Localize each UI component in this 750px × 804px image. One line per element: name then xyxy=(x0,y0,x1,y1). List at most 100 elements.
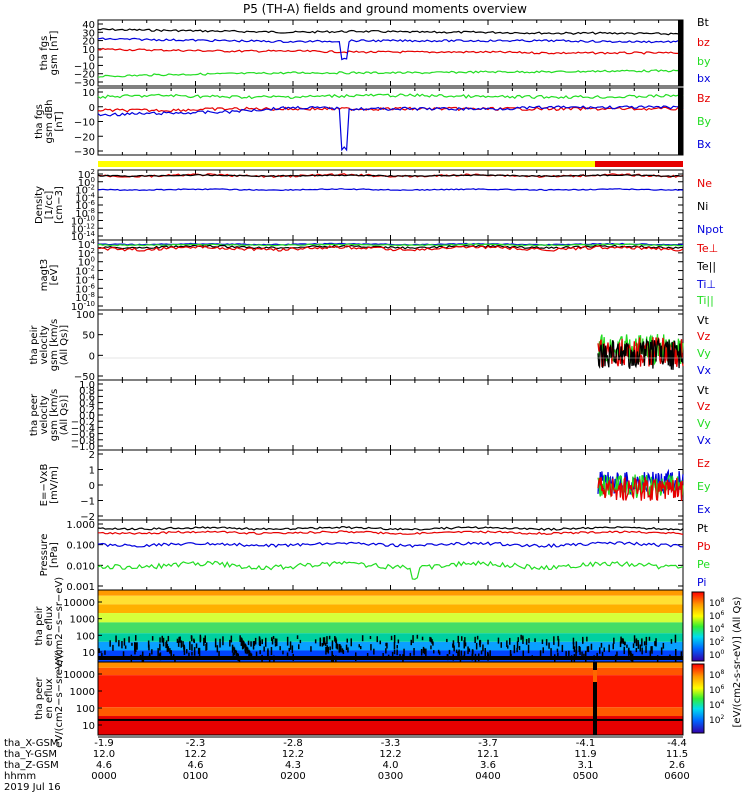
spectro-speckle xyxy=(556,648,559,653)
spectro-speckle xyxy=(452,640,455,648)
spectro-speckle xyxy=(358,644,360,648)
spectro-speckle xyxy=(674,634,677,643)
spectro-speckle xyxy=(390,635,393,641)
y-tick-label-2: 10-2 xyxy=(75,184,95,197)
ephem-value: 0600 xyxy=(664,771,689,782)
spectro-speckle xyxy=(276,638,278,647)
spectro-speckle xyxy=(587,646,590,653)
spectro-speckle xyxy=(286,652,289,658)
y-tick-label-0: 0 xyxy=(89,53,95,64)
colorbar-tick: 104 xyxy=(709,623,724,635)
spectro-speckle xyxy=(271,637,273,641)
spectro-speckle xyxy=(464,642,467,647)
spectro-band xyxy=(98,622,683,634)
spectro-speckle xyxy=(586,646,589,652)
y-axis-label-9: tha peer en eflux eV/(cm2−s−sr−eV) xyxy=(34,649,65,748)
y-axis-label-line: gsm [km/s xyxy=(49,319,60,372)
y-tick-label-1: 10 xyxy=(82,88,95,99)
mode-bar-fast xyxy=(595,161,683,167)
series-Npot xyxy=(97,188,684,192)
spectro-speckle xyxy=(507,645,509,649)
spectro-speckle xyxy=(327,646,329,654)
spectro-speckle xyxy=(431,639,433,644)
spectro-speckle xyxy=(622,638,624,643)
legend-1-0: Bz xyxy=(697,92,711,105)
y-axis-label-line: [mV/m] xyxy=(49,466,60,504)
spectro-band xyxy=(98,604,683,614)
spectro-speckle xyxy=(253,641,256,646)
spectro-speckle xyxy=(429,636,431,642)
spectro-speckle xyxy=(528,638,530,644)
colorbar-tick: 106 xyxy=(709,684,724,696)
spectro-speckle xyxy=(623,642,626,646)
spectro-speckle xyxy=(162,637,165,647)
spectro-speckle xyxy=(188,652,190,659)
spectro-speckle xyxy=(298,644,300,650)
spectro-speckle xyxy=(397,639,400,644)
legend-6-2: Ex xyxy=(697,503,711,516)
mode-bar-slow xyxy=(98,161,595,167)
spectro-speckle xyxy=(572,642,575,650)
panel-frame-4 xyxy=(97,309,684,381)
legend-0-0: Bt xyxy=(697,16,710,29)
y-axis-label-7: Pressure [nPa] xyxy=(39,534,60,577)
spectro-speckle xyxy=(282,650,284,655)
spectro-speckle xyxy=(474,636,476,644)
spectrogram-9 xyxy=(98,662,683,735)
spectro-speckle xyxy=(186,649,188,654)
spectro-speckle xyxy=(238,655,241,665)
spectro-speckle xyxy=(123,638,126,646)
spectro-speckle xyxy=(393,635,396,643)
y-tick-label-3: 104 xyxy=(78,238,96,251)
spectro-speckle xyxy=(608,644,610,653)
spectro-speckle xyxy=(328,635,331,640)
spectro-speckle xyxy=(259,650,261,655)
spectro-speckle xyxy=(193,647,196,656)
y-axis-label-line: [eV] xyxy=(49,265,60,286)
spectro-speckle xyxy=(326,645,328,653)
spectro-speckle xyxy=(218,651,220,657)
y-tick-label-0: −30 xyxy=(74,78,95,89)
series-Pb xyxy=(98,530,684,536)
legend-7-0: Pt xyxy=(697,522,709,535)
spectro-speckle xyxy=(165,640,168,648)
spectro-speckle xyxy=(603,647,605,652)
spectro-speckle xyxy=(590,643,593,650)
spectro-speckle xyxy=(613,637,615,644)
spectro-speckle xyxy=(421,649,423,654)
series-by xyxy=(97,69,684,78)
panel-frame-6 xyxy=(97,449,684,521)
spectro-speckle xyxy=(319,639,322,646)
y-axis-label-line: en eflux xyxy=(44,606,55,646)
spectro-speckle xyxy=(385,648,387,654)
y-tick-label-5: −0.6 xyxy=(71,430,95,441)
spectro-speckle xyxy=(323,637,326,642)
colorbar-tick: 102 xyxy=(709,636,724,648)
spectro-speckle xyxy=(409,652,412,660)
spectro-speckle xyxy=(522,650,524,657)
spectro-speckle xyxy=(497,637,500,644)
y-axis-label-3: magt3 [eV] xyxy=(39,259,60,292)
spectro-speckle xyxy=(340,645,342,653)
spectro-speckle xyxy=(331,640,334,650)
spectro-speckle xyxy=(446,638,448,643)
spectro-speckle xyxy=(645,645,647,653)
spectro-speckle xyxy=(430,645,432,650)
series-Bx xyxy=(97,105,684,152)
y-tick-label-4: −50 xyxy=(74,372,95,383)
spectro-speckle xyxy=(161,635,163,643)
spectro-frame-9 xyxy=(97,661,684,736)
spectro-speckle xyxy=(147,640,150,648)
spectro-speckle xyxy=(650,646,652,652)
legend-4-1: Vz xyxy=(697,330,711,343)
ephem-value: 3.6 xyxy=(480,760,496,771)
spectro-speckle xyxy=(271,639,274,645)
spectro-speckle xyxy=(468,648,471,652)
spectro-speckle xyxy=(267,650,269,658)
spectro-speckle xyxy=(169,648,171,654)
spectro-speckle xyxy=(520,634,522,640)
spectro-speckle xyxy=(366,653,369,657)
spectro-speckle xyxy=(177,640,180,647)
spectro-speckle xyxy=(557,652,559,659)
spectro-speckle xyxy=(247,647,249,654)
